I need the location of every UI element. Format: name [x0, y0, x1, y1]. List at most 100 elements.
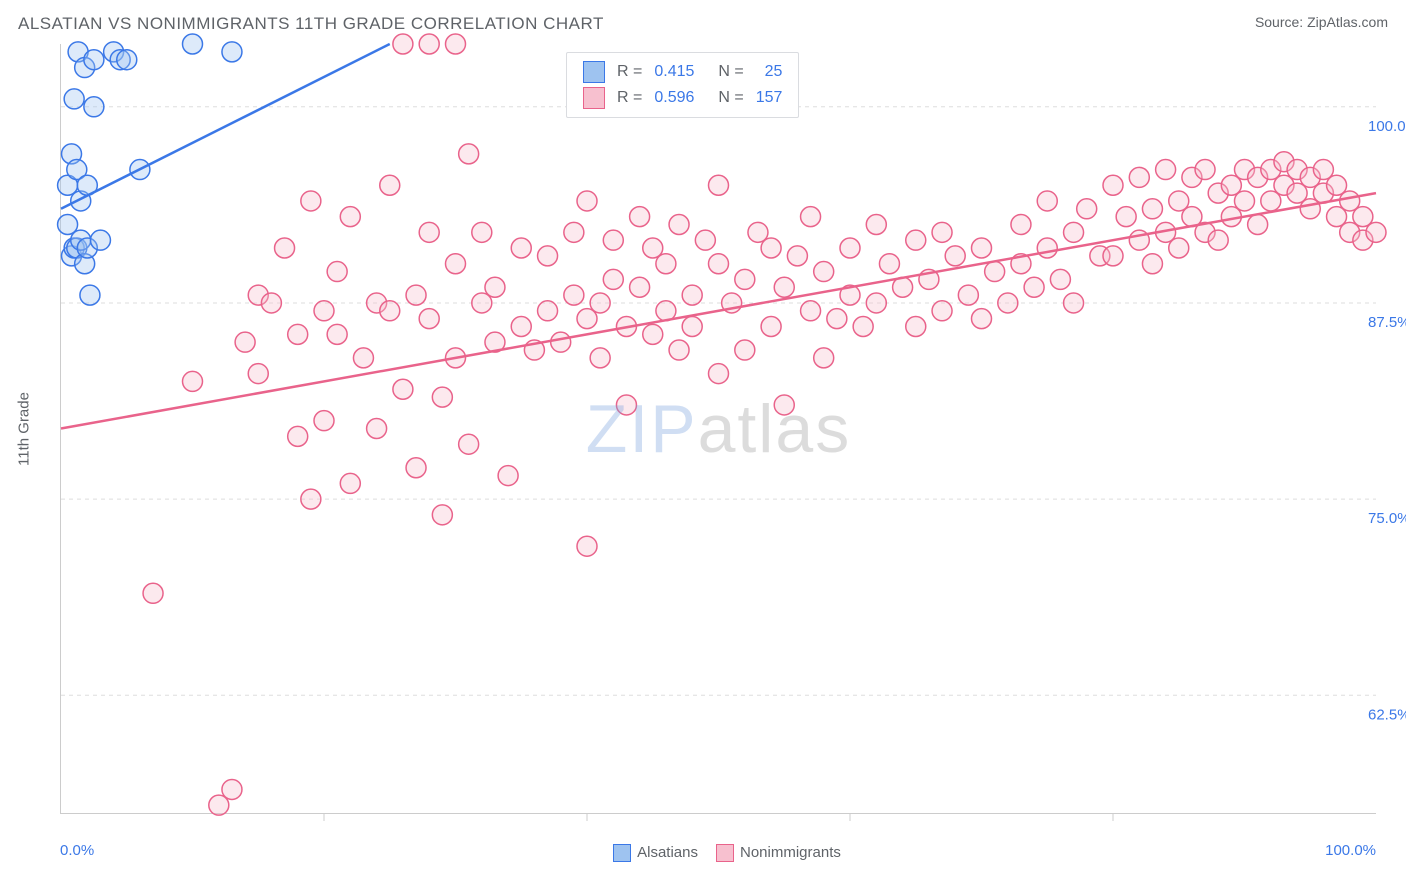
legend-r-label: R = [611, 85, 648, 111]
data-point [380, 175, 400, 195]
data-point [709, 254, 729, 274]
data-point [183, 371, 203, 391]
data-point [972, 238, 992, 258]
data-point [972, 309, 992, 329]
data-point [459, 434, 479, 454]
data-point [564, 222, 584, 242]
data-point [538, 301, 558, 321]
data-point [327, 324, 347, 344]
data-point [432, 505, 452, 525]
data-point [1103, 175, 1123, 195]
data-point [393, 379, 413, 399]
y-tick-label: 75.0% [1368, 510, 1406, 527]
data-point [446, 254, 466, 274]
data-point [801, 301, 821, 321]
data-point [801, 207, 821, 227]
data-point [511, 238, 531, 258]
data-point [669, 214, 689, 234]
data-point [446, 34, 466, 54]
data-point [340, 207, 360, 227]
data-point [80, 285, 100, 305]
legend-swatch [716, 844, 734, 862]
data-point [367, 419, 387, 439]
source-label: Source: [1255, 14, 1303, 30]
data-point [301, 489, 321, 509]
data-point [551, 332, 571, 352]
data-point [459, 144, 479, 164]
plot-svg: 62.5%75.0%87.5%100.0% [61, 44, 1376, 813]
data-point [682, 285, 702, 305]
plot-outer: 11th Grade 62.5%75.0%87.5%100.0% ZIPatla… [60, 44, 1376, 814]
data-point [945, 246, 965, 266]
source-attribution: Source: ZipAtlas.com [1255, 14, 1388, 30]
title-row: ALSATIAN VS NONIMMIGRANTS 11TH GRADE COR… [10, 10, 1396, 44]
trend-line [61, 44, 390, 209]
data-point [879, 254, 899, 274]
chart-container: ALSATIAN VS NONIMMIGRANTS 11TH GRADE COR… [10, 10, 1396, 882]
data-point [432, 387, 452, 407]
data-point [90, 230, 110, 250]
data-point [669, 340, 689, 360]
data-point [406, 285, 426, 305]
data-point [511, 316, 531, 336]
data-point [840, 238, 860, 258]
data-point [866, 214, 886, 234]
data-point [682, 316, 702, 336]
y-tick-label: 100.0% [1368, 118, 1406, 135]
data-point [84, 50, 104, 70]
data-point [1142, 254, 1162, 274]
data-point [64, 89, 84, 109]
data-point [1366, 222, 1386, 242]
data-point [814, 262, 834, 282]
data-point [288, 324, 308, 344]
legend-r-value: 0.596 [648, 85, 700, 111]
data-point [485, 277, 505, 297]
trend-line [61, 193, 1376, 428]
data-point [630, 207, 650, 227]
data-point [1064, 222, 1084, 242]
data-point [735, 340, 755, 360]
data-point [143, 583, 163, 603]
data-point [761, 316, 781, 336]
data-point [261, 293, 281, 313]
data-point [603, 230, 623, 250]
data-point [577, 191, 597, 211]
data-point [603, 269, 623, 289]
data-point [1169, 238, 1189, 258]
data-point [998, 293, 1018, 313]
data-point [985, 262, 1005, 282]
legend-correlation: R =0.415N =25R =0.596N =157 [566, 52, 799, 118]
plot-area: 62.5%75.0%87.5%100.0% ZIPatlas R =0.415N… [60, 44, 1376, 814]
data-point [117, 50, 137, 70]
data-point [353, 348, 373, 368]
data-point [643, 324, 663, 344]
data-point [787, 246, 807, 266]
legend-swatch [613, 844, 631, 862]
legend-swatch [583, 87, 605, 109]
data-point [906, 316, 926, 336]
data-point [222, 779, 242, 799]
data-point [538, 246, 558, 266]
y-tick-label: 87.5% [1368, 314, 1406, 331]
source-link[interactable]: ZipAtlas.com [1307, 14, 1388, 30]
data-point [1050, 269, 1070, 289]
y-axis-label: 11th Grade [16, 392, 33, 466]
legend-row: R =0.415N =25 [577, 59, 788, 85]
data-point [1037, 238, 1057, 258]
data-point [340, 473, 360, 493]
legend-swatch [583, 61, 605, 83]
data-point [472, 222, 492, 242]
data-point [735, 269, 755, 289]
data-point [958, 285, 978, 305]
data-point [590, 293, 610, 313]
data-point [419, 34, 439, 54]
data-point [709, 364, 729, 384]
data-point [1077, 199, 1097, 219]
data-point [1064, 293, 1084, 313]
legend-n-value: 157 [750, 85, 789, 111]
legend-r-value: 0.415 [648, 59, 700, 85]
data-point [222, 42, 242, 62]
data-point [419, 309, 439, 329]
data-point [1103, 246, 1123, 266]
data-point [380, 301, 400, 321]
